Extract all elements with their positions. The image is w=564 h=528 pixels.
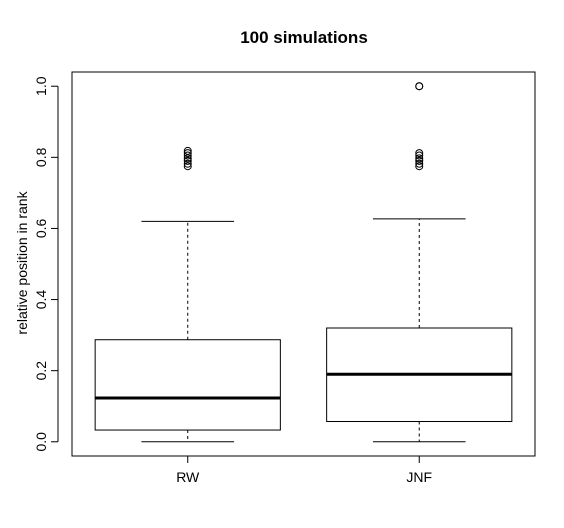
x-tick-label: JNF [406,469,432,485]
outlier-point [415,162,424,171]
box-iqr [94,339,281,431]
outlier-point [183,162,192,171]
outlier-point [183,149,192,158]
outlier-point [183,156,192,165]
outlier-point [183,146,192,155]
box-jnf [326,82,513,443]
y-tick-label: 0.0 [33,432,49,452]
x-tick-label: RW [176,469,200,485]
outlier-point [415,151,424,160]
y-tick-label: 1.0 [33,76,49,96]
y-tick-label: 0.8 [33,147,49,167]
boxes-group [94,82,513,443]
outlier-point [183,151,192,160]
chart-title: 100 simulations [240,28,368,47]
y-tick-label: 0.4 [33,290,49,310]
outlier-point [415,82,424,91]
outlier-point [415,159,424,168]
y-axis-label: relative position in rank [14,190,30,334]
y-tick-label: 0.6 [33,219,49,239]
outlier-point [415,149,424,158]
outlier-point [415,154,424,163]
outlier-point [183,159,192,168]
x-axis: RW JNF [176,455,432,485]
box-rw [94,146,281,443]
y-tick-label: 0.2 [33,361,49,381]
y-axis: 0.0 0.2 0.4 0.6 0.8 1.0 [33,76,59,452]
outlier-point [415,156,424,165]
